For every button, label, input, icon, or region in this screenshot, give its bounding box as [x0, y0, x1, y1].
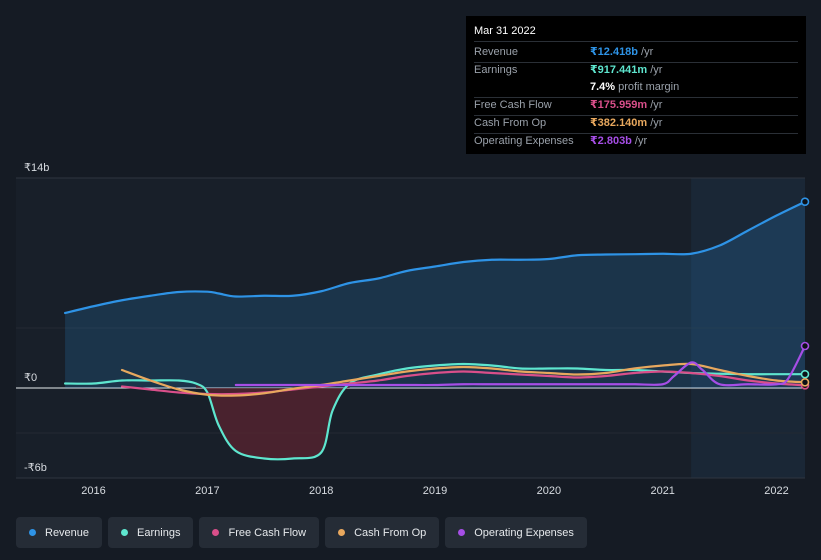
tooltip-label — [474, 80, 590, 97]
tooltip-unit: profit margin — [618, 81, 680, 93]
legend-dot-icon — [458, 529, 466, 536]
series-lines — [63, 200, 807, 461]
legend-dot-icon — [121, 529, 129, 536]
tooltip-label: Revenue — [474, 46, 519, 58]
tooltip-label: Operating Expenses — [474, 135, 574, 147]
tooltip-date: Mar 31 2022 — [474, 24, 798, 42]
legend-label: Earnings — [137, 526, 181, 539]
series-fills — [65, 201, 805, 460]
legend-item-free-cash-flow[interactable]: Free Cash Flow — [199, 517, 320, 548]
y-tick-label: -₹6b — [24, 462, 47, 474]
x-tick-label: 2021 — [650, 485, 674, 497]
tooltip-value: ₹175.959m — [590, 99, 648, 111]
tooltip-row-free-cash-flow: Free Cash Flow ₹175.959m /yr — [474, 98, 798, 116]
line-revenue — [63, 200, 807, 315]
marker-operating-expenses — [800, 341, 810, 351]
tooltip-row-earnings: Earnings ₹917.441m /yr — [474, 63, 798, 80]
tooltip-label: Free Cash Flow — [474, 99, 552, 111]
axis-labels: ₹14b ₹0 -₹6b 2016 2017 2018 2019 2020 2021 2022 — [24, 162, 789, 497]
legend-label: Free Cash Flow — [228, 526, 307, 539]
legend-item-operating-expenses[interactable]: Operating Expenses — [445, 517, 587, 548]
tooltip-unit: /yr — [634, 135, 648, 147]
x-tick-label: 2017 — [195, 485, 219, 497]
chart-legend: Revenue Earnings Free Cash Flow Cash Fro… — [16, 517, 587, 548]
tooltip-value: ₹382.140m — [590, 117, 648, 129]
area-earnings-negative — [195, 383, 350, 460]
line-free-cash-flow — [120, 370, 807, 396]
tooltip-label: Cash From Op — [474, 117, 547, 129]
tooltip-value: ₹2.803b — [590, 135, 632, 147]
tooltip-value: 7.4% — [590, 81, 616, 93]
legend-item-revenue[interactable]: Revenue — [16, 517, 103, 548]
marker-earnings — [800, 369, 810, 379]
x-tick-label: 2022 — [764, 485, 788, 497]
x-tick-label: 2016 — [81, 485, 105, 497]
area-revenue — [65, 201, 805, 388]
tooltip-value: ₹12.418b — [590, 46, 639, 58]
legend-label: Revenue — [45, 526, 90, 539]
marker-revenue — [800, 197, 810, 206]
tooltip-label: Earnings — [474, 64, 518, 76]
legend-dot-icon — [338, 529, 346, 536]
y-tick-label: ₹0 — [24, 372, 37, 384]
x-tick-label: 2019 — [423, 485, 447, 497]
legend-dot-icon — [29, 529, 36, 536]
tooltip-unit: /yr — [641, 46, 654, 58]
tooltip-row-operating-expenses: Operating Expenses ₹2.803b /yr — [474, 134, 798, 151]
gridlines — [16, 177, 805, 479]
tooltip-unit: /yr — [650, 64, 663, 76]
line-operating-expenses — [234, 344, 807, 387]
legend-label: Cash From Op — [354, 526, 427, 539]
x-tick-label: 2018 — [309, 485, 333, 497]
tooltip-unit: /yr — [650, 99, 663, 111]
tooltip-row-revenue: Revenue ₹12.418b /yr — [474, 45, 798, 63]
tooltip-row-profit-margin: 7.4% profit margin — [474, 80, 798, 98]
line-cash-from-op — [120, 362, 807, 397]
tooltip-unit: /yr — [650, 117, 663, 129]
marker-cash-from-op — [800, 377, 810, 387]
series-end-markers — [800, 197, 810, 390]
data-tooltip: Mar 31 2022 Revenue ₹12.418b /yr Earning… — [466, 16, 806, 154]
tooltip-row-cash-from-op: Cash From Op ₹382.140m /yr — [474, 116, 798, 134]
legend-label: Operating Expenses — [474, 526, 574, 539]
legend-dot-icon — [212, 529, 220, 536]
legend-item-cash-from-op[interactable]: Cash From Op — [325, 517, 440, 548]
y-tick-label: ₹14b — [24, 162, 49, 174]
legend-item-earnings[interactable]: Earnings — [108, 517, 194, 548]
x-tick-label: 2020 — [537, 485, 561, 497]
tooltip-value: ₹917.441m — [590, 64, 648, 76]
